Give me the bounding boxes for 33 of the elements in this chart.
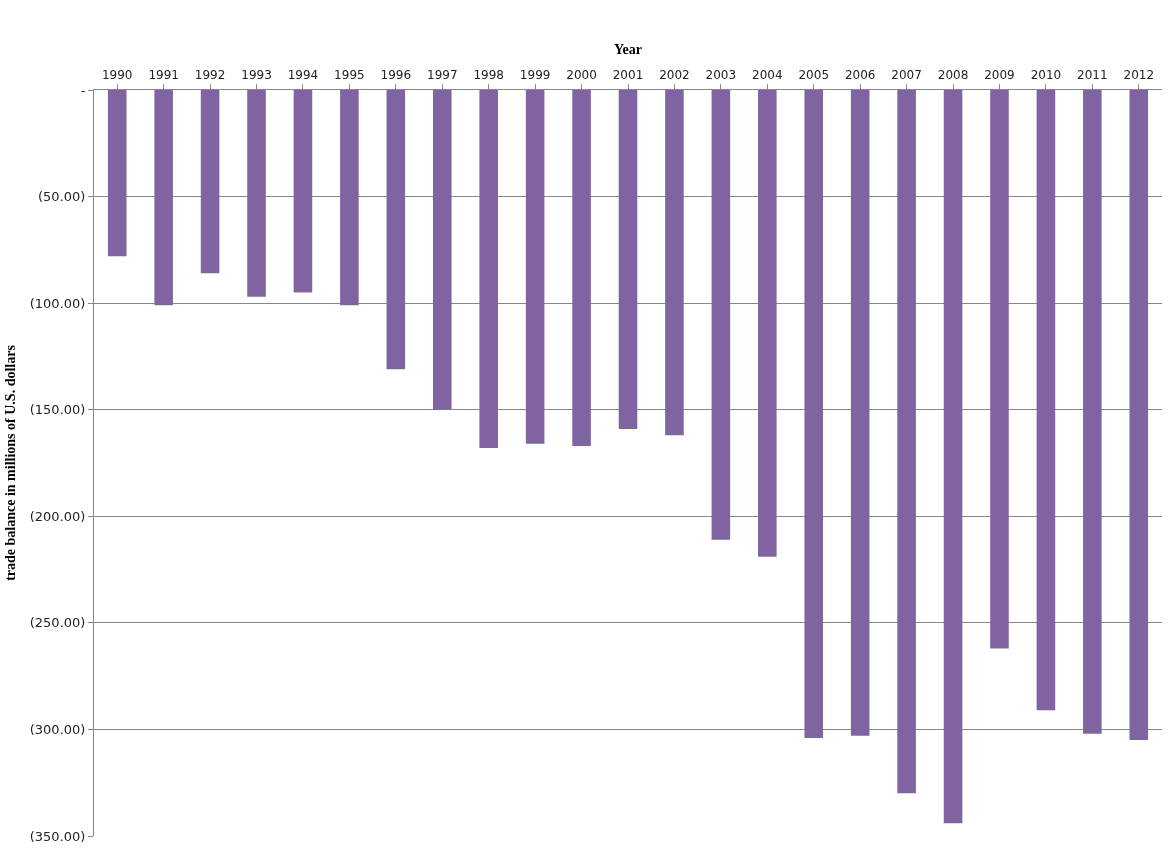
x-tick-label: 2001 <box>612 68 644 83</box>
x-tick-label: 1992 <box>194 68 226 83</box>
x-tick-label: 1999 <box>519 68 551 83</box>
x-tick-label: 2012 <box>1123 68 1155 83</box>
x-tick-label: 2005 <box>798 68 830 83</box>
x-tick-label: 1993 <box>241 68 272 83</box>
x-tick-label: 1990 <box>101 68 133 83</box>
x-tick-label: 2000 <box>566 68 597 83</box>
x-tick-label: 2004 <box>752 68 783 83</box>
x-tick-label: 1991 <box>148 68 179 83</box>
x-tick-label: 1996 <box>380 68 412 83</box>
x-tick-label: 2003 <box>705 68 737 83</box>
y-tick-label: (300.00) <box>29 721 86 737</box>
x-tick-label: 1998 <box>473 68 504 83</box>
x-tick-label: 2006 <box>844 68 876 83</box>
x-tick-label: 1995 <box>334 68 365 83</box>
y-tick-label: (100.00) <box>29 295 86 311</box>
y-axis-title: trade balance in millions of U.S. dollars <box>3 344 19 581</box>
x-tick-label: 1997 <box>426 68 458 83</box>
x-axis-title: Year <box>614 41 642 57</box>
x-tick-label: 1994 <box>287 68 319 83</box>
x-tick-label: 2009 <box>984 68 1015 83</box>
y-tick-label: (150.00) <box>29 402 86 418</box>
x-tick-label: 2002 <box>659 68 690 83</box>
y-tick-label: - <box>80 82 86 98</box>
x-tick-label: 2011 <box>1077 68 1108 83</box>
x-tick-label: 2010 <box>1030 68 1062 83</box>
y-tick-label: (200.00) <box>29 508 86 524</box>
x-tick-label: 2008 <box>937 68 969 83</box>
y-tick-label: (350.00) <box>29 828 86 844</box>
y-tick-label: (250.00) <box>29 615 86 631</box>
y-tick-label: (50.00) <box>38 189 86 205</box>
x-tick-label: 2007 <box>891 68 922 83</box>
